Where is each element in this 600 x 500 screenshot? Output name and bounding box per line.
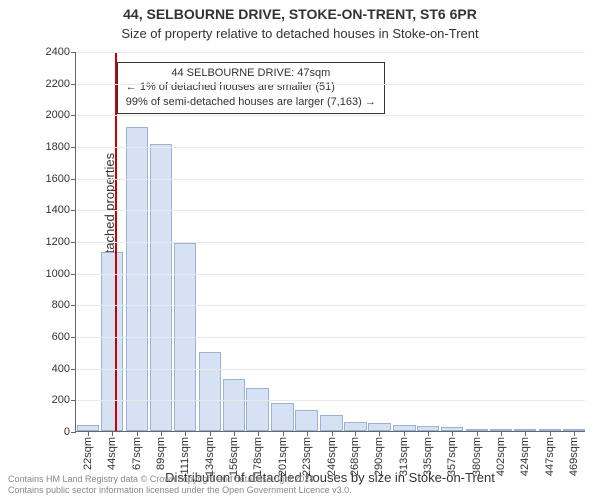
bar <box>368 423 390 431</box>
ytick-mark <box>71 305 76 306</box>
ytick-mark <box>71 400 76 401</box>
ytick-label: 600 <box>52 331 70 343</box>
bar <box>126 127 148 431</box>
footer-line-2: Contains public sector information licen… <box>8 485 352 496</box>
xtick-label: 111sqm <box>179 437 191 475</box>
xtick-mark <box>574 431 575 436</box>
xtick-mark <box>88 431 89 436</box>
ytick-mark <box>71 147 76 148</box>
xtick-mark <box>452 431 453 436</box>
ytick-label: 1000 <box>46 268 70 280</box>
ytick-label: 800 <box>52 299 70 311</box>
ytick-mark <box>71 84 76 85</box>
xtick-mark <box>185 431 186 436</box>
chart-subtitle: Size of property relative to detached ho… <box>0 26 600 41</box>
annotation-line: 99% of semi-detached houses are larger (… <box>126 95 376 110</box>
xtick-label: 67sqm <box>131 437 143 470</box>
footer-attribution: Contains HM Land Registry data © Crown c… <box>8 474 352 496</box>
gridline <box>76 337 585 338</box>
xtick-mark <box>477 431 478 436</box>
ytick-mark <box>71 369 76 370</box>
gridline <box>76 52 585 53</box>
bar <box>150 144 172 431</box>
gridline <box>76 84 585 85</box>
gridline <box>76 400 585 401</box>
gridline <box>76 369 585 370</box>
ytick-mark <box>71 274 76 275</box>
xtick-mark <box>112 431 113 436</box>
annotation-box: 44 SELBOURNE DRIVE: 47sqm← 1% of detache… <box>117 62 385 115</box>
xtick-label: 44sqm <box>106 437 118 470</box>
ytick-label: 0 <box>64 426 70 438</box>
gridline <box>76 147 585 148</box>
ytick-mark <box>71 52 76 53</box>
ytick-label: 1200 <box>46 236 70 248</box>
ytick-label: 2000 <box>46 109 70 121</box>
xtick-mark <box>501 431 502 436</box>
chart-container: 44, SELBOURNE DRIVE, STOKE-ON-TRENT, ST6… <box>0 0 600 500</box>
xtick-mark <box>234 431 235 436</box>
xtick-mark <box>428 431 429 436</box>
xtick-mark <box>210 431 211 436</box>
gridline <box>76 274 585 275</box>
bar <box>199 352 221 431</box>
xtick-label: 22sqm <box>82 437 94 470</box>
xtick-mark <box>283 431 284 436</box>
bar <box>101 252 123 431</box>
bar <box>271 403 293 432</box>
ytick-mark <box>71 432 76 433</box>
bar <box>295 410 317 431</box>
plot-area: 44 SELBOURNE DRIVE: 47sqm← 1% of detache… <box>75 52 585 432</box>
ytick-label: 1400 <box>46 204 70 216</box>
gridline <box>76 305 585 306</box>
ytick-label: 400 <box>52 363 70 375</box>
ytick-label: 2200 <box>46 78 70 90</box>
ytick-label: 200 <box>52 394 70 406</box>
gridline <box>76 179 585 180</box>
xtick-mark <box>379 431 380 436</box>
bar <box>320 415 342 431</box>
xtick-mark <box>307 431 308 436</box>
gridline <box>76 115 585 116</box>
annotation-line: ← 1% of detached houses are smaller (51) <box>126 80 376 95</box>
xtick-mark <box>137 431 138 436</box>
footer-line-1: Contains HM Land Registry data © Crown c… <box>8 474 352 485</box>
xtick-mark <box>404 431 405 436</box>
xtick-label: 89sqm <box>155 437 167 470</box>
annotation-line: 44 SELBOURNE DRIVE: 47sqm <box>126 66 376 81</box>
xtick-mark <box>161 431 162 436</box>
ytick-label: 1800 <box>46 141 70 153</box>
xtick-mark <box>525 431 526 436</box>
ytick-mark <box>71 242 76 243</box>
gridline <box>76 210 585 211</box>
ytick-label: 1600 <box>46 173 70 185</box>
bar <box>223 379 245 431</box>
bar <box>344 422 366 431</box>
chart-title: 44, SELBOURNE DRIVE, STOKE-ON-TRENT, ST6… <box>0 6 600 22</box>
bar <box>246 388 268 431</box>
gridline <box>76 242 585 243</box>
xtick-mark <box>355 431 356 436</box>
ytick-mark <box>71 210 76 211</box>
ytick-mark <box>71 337 76 338</box>
xtick-mark <box>332 431 333 436</box>
xtick-mark <box>258 431 259 436</box>
ytick-mark <box>71 115 76 116</box>
ytick-mark <box>71 179 76 180</box>
ytick-label: 2400 <box>46 46 70 58</box>
xtick-mark <box>550 431 551 436</box>
